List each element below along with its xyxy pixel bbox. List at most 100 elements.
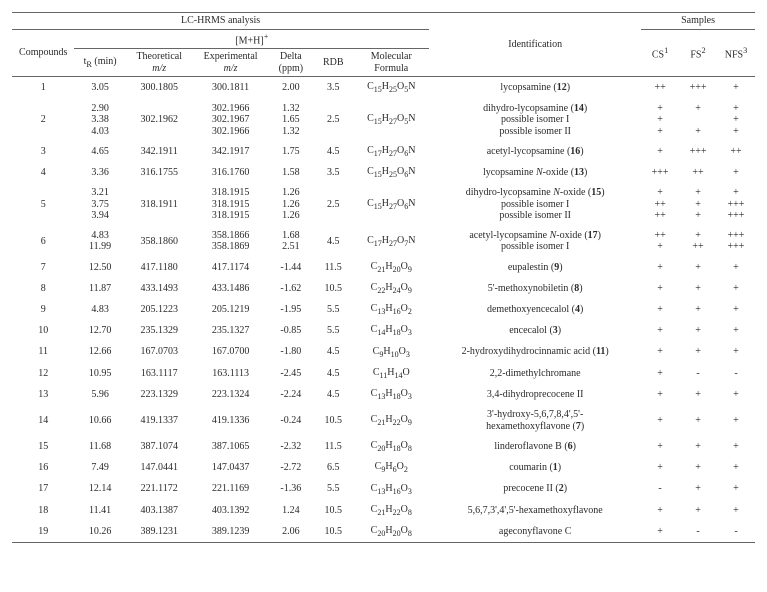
table-row: 1012.70235.1329235.1327-0.855.5C14H18O3e… bbox=[12, 320, 755, 341]
cell-rdb: 4.5 bbox=[313, 141, 353, 162]
table-row: 22.903.384.03302.1962302.1966302.1967302… bbox=[12, 99, 755, 142]
cell-theo: 389.1231 bbox=[126, 521, 193, 543]
cell-id: 3,4-dihydroprecocene II bbox=[429, 384, 641, 405]
cell-delta: -2.32 bbox=[269, 436, 314, 457]
cell-n: 3 bbox=[12, 141, 74, 162]
cell-n: 16 bbox=[12, 457, 74, 478]
cell-tr: 4.8311.99 bbox=[74, 226, 125, 257]
cell-cs: + bbox=[641, 257, 679, 278]
cell-tr: 3.213.753.94 bbox=[74, 183, 125, 226]
table-row: 1112.66167.0703167.0700-1.804.5C9H10O32-… bbox=[12, 342, 755, 363]
cell-exp: 318.1915318.1915318.1915 bbox=[193, 183, 269, 226]
cell-theo: 358.1860 bbox=[126, 226, 193, 257]
cell-id: demethoxyencecalol (4) bbox=[429, 299, 641, 320]
cell-nfs: + bbox=[717, 384, 755, 405]
cell-cs: + bbox=[641, 436, 679, 457]
cell-delta: -1.62 bbox=[269, 278, 314, 299]
cell-n: 9 bbox=[12, 299, 74, 320]
cell-nfs: + bbox=[717, 162, 755, 183]
cell-exp: 403.1392 bbox=[193, 500, 269, 521]
hdr-compounds: Compounds bbox=[12, 29, 74, 77]
cell-theo: 302.1962 bbox=[126, 99, 193, 142]
cell-nfs: + bbox=[717, 457, 755, 478]
table-row: 135.96223.1329223.1324-2.244.5C13H18O33,… bbox=[12, 384, 755, 405]
cell-cs: + bbox=[641, 299, 679, 320]
cell-cs: + bbox=[641, 342, 679, 363]
cell-n: 6 bbox=[12, 226, 74, 257]
hdr-mh: [M+H]+ bbox=[74, 29, 429, 49]
cell-delta: -0.85 bbox=[269, 320, 314, 341]
cell-delta: 1.24 bbox=[269, 500, 314, 521]
cell-cs: + bbox=[641, 500, 679, 521]
cell-cs: + bbox=[641, 405, 679, 436]
cell-exp: 235.1327 bbox=[193, 320, 269, 341]
cell-rdb: 10.5 bbox=[313, 405, 353, 436]
cell-fs: +++ bbox=[679, 183, 717, 226]
cell-fs: ++ bbox=[679, 162, 717, 183]
cell-n: 4 bbox=[12, 162, 74, 183]
cell-fs: + bbox=[679, 436, 717, 457]
cell-rdb: 5.5 bbox=[313, 479, 353, 500]
cell-theo: 163.1117 bbox=[126, 363, 193, 384]
hdr-nfs: NFS3 bbox=[717, 29, 755, 77]
cell-theo: 433.1493 bbox=[126, 278, 193, 299]
cell-nfs: + bbox=[717, 405, 755, 436]
cell-theo: 316.1755 bbox=[126, 162, 193, 183]
cell-rdb: 6.5 bbox=[313, 457, 353, 478]
cell-rdb: 3.5 bbox=[313, 162, 353, 183]
cell-fs: + bbox=[679, 278, 717, 299]
cell-delta: 1.58 bbox=[269, 162, 314, 183]
cell-n: 2 bbox=[12, 99, 74, 142]
table-row: 1811.41403.1387403.13921.2410.5C21H22O85… bbox=[12, 500, 755, 521]
cell-tr: 11.41 bbox=[74, 500, 125, 521]
cell-delta: -2.72 bbox=[269, 457, 314, 478]
cell-nfs: - bbox=[717, 521, 755, 543]
cell-tr: 10.26 bbox=[74, 521, 125, 543]
cell-mf: C17H27O6N bbox=[353, 141, 429, 162]
cell-tr: 4.83 bbox=[74, 299, 125, 320]
cell-cs: + bbox=[641, 384, 679, 405]
cell-id: precocene II (2) bbox=[429, 479, 641, 500]
cell-delta: -0.24 bbox=[269, 405, 314, 436]
cell-theo: 235.1329 bbox=[126, 320, 193, 341]
cell-nfs: + bbox=[717, 77, 755, 98]
table-row: 94.83205.1223205.1219-1.955.5C13H16O2dem… bbox=[12, 299, 755, 320]
table-row: 43.36316.1755316.17601.583.5C15H25O6Nlyc… bbox=[12, 162, 755, 183]
cell-cs: + bbox=[641, 457, 679, 478]
cell-n: 8 bbox=[12, 278, 74, 299]
cell-delta: 1.321.651.32 bbox=[269, 99, 314, 142]
cell-fs: +++ bbox=[679, 77, 717, 98]
cell-delta: 1.261.261.26 bbox=[269, 183, 314, 226]
cell-cs: +++++ bbox=[641, 183, 679, 226]
cell-id: dihydro-lycopsamine (14)possible isomer … bbox=[429, 99, 641, 142]
cell-theo: 221.1172 bbox=[126, 479, 193, 500]
cell-mf: C20H20O8 bbox=[353, 521, 429, 543]
cell-mf: C15H27O6N bbox=[353, 183, 429, 226]
cell-theo: 342.1911 bbox=[126, 141, 193, 162]
hdr-fs: FS2 bbox=[679, 29, 717, 77]
cell-n: 17 bbox=[12, 479, 74, 500]
hdr-lchrms: LC-HRMS analysis bbox=[12, 13, 429, 30]
cell-n: 12 bbox=[12, 363, 74, 384]
table-row: 13.05300.1805300.18112.003.5C15H25O5Nlyc… bbox=[12, 77, 755, 98]
cell-delta: 1.75 bbox=[269, 141, 314, 162]
cell-tr: 4.65 bbox=[74, 141, 125, 162]
cell-mf: C22H24O9 bbox=[353, 278, 429, 299]
cell-fs: + bbox=[679, 342, 717, 363]
table-row: 64.8311.99358.1860358.1866358.18691.682.… bbox=[12, 226, 755, 257]
cell-delta: -1.36 bbox=[269, 479, 314, 500]
cell-fs: ++ bbox=[679, 99, 717, 142]
hdr-identification: Identification bbox=[429, 13, 641, 77]
cell-fs: + bbox=[679, 299, 717, 320]
cell-mf: C11H14O bbox=[353, 363, 429, 384]
cell-mf: C15H27O5N bbox=[353, 99, 429, 142]
cell-rdb: 4.5 bbox=[313, 384, 353, 405]
cell-exp: 419.1336 bbox=[193, 405, 269, 436]
cell-tr: 11.68 bbox=[74, 436, 125, 457]
cell-exp: 167.0700 bbox=[193, 342, 269, 363]
cell-rdb: 11.5 bbox=[313, 436, 353, 457]
cell-delta: -1.44 bbox=[269, 257, 314, 278]
cell-cs: ++ bbox=[641, 77, 679, 98]
cell-n: 11 bbox=[12, 342, 74, 363]
cell-mf: C9H6O2 bbox=[353, 457, 429, 478]
